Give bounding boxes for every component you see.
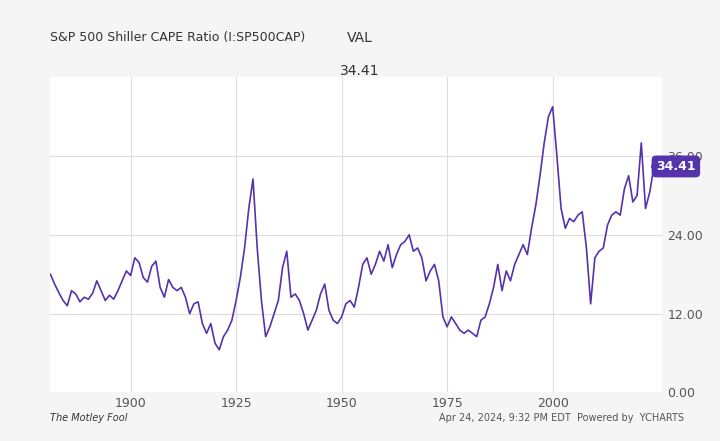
- Text: 34.41: 34.41: [656, 160, 696, 173]
- Text: The Motley Fool: The Motley Fool: [50, 413, 128, 423]
- Text: Apr 24, 2024, 9:32 PM EDT  Powered by  YCHARTS: Apr 24, 2024, 9:32 PM EDT Powered by YCH…: [439, 413, 684, 423]
- Text: VAL: VAL: [347, 31, 373, 45]
- Text: 34.41: 34.41: [341, 64, 379, 78]
- Text: S&P 500 Shiller CAPE Ratio (I:SP500CAP): S&P 500 Shiller CAPE Ratio (I:SP500CAP): [50, 31, 306, 44]
